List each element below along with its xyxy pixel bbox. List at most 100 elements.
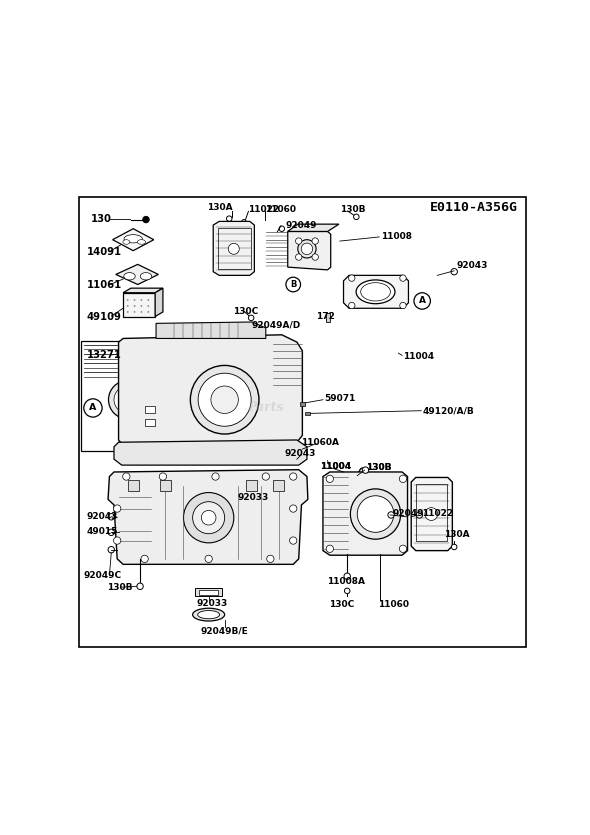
Circle shape <box>127 305 129 307</box>
Circle shape <box>326 475 333 483</box>
Circle shape <box>227 216 232 221</box>
Circle shape <box>123 473 130 480</box>
Circle shape <box>399 545 407 553</box>
Circle shape <box>192 502 225 534</box>
Bar <box>145 419 155 426</box>
Text: 130B: 130B <box>366 463 392 472</box>
Circle shape <box>137 583 143 590</box>
Circle shape <box>425 508 438 520</box>
Circle shape <box>241 220 246 224</box>
Circle shape <box>312 238 319 245</box>
Text: 92049B/E: 92049B/E <box>201 626 248 635</box>
Text: 11060: 11060 <box>265 205 296 214</box>
Text: Parts: Parts <box>248 402 284 414</box>
Bar <box>416 483 447 541</box>
Circle shape <box>84 399 102 418</box>
Ellipse shape <box>197 347 220 357</box>
Polygon shape <box>119 335 302 445</box>
Text: A: A <box>89 403 97 412</box>
Circle shape <box>140 299 142 301</box>
Circle shape <box>134 311 136 313</box>
Circle shape <box>159 473 166 480</box>
Ellipse shape <box>192 343 226 361</box>
Ellipse shape <box>133 347 156 357</box>
Polygon shape <box>114 440 307 465</box>
Circle shape <box>140 311 142 313</box>
Text: 11004: 11004 <box>320 462 351 471</box>
Circle shape <box>296 238 302 245</box>
Text: 172: 172 <box>316 312 335 321</box>
Ellipse shape <box>123 240 130 245</box>
Circle shape <box>248 315 254 321</box>
Text: 49015: 49015 <box>87 527 118 536</box>
Circle shape <box>312 254 319 261</box>
Text: 11008: 11008 <box>381 231 412 240</box>
Text: 11004: 11004 <box>320 462 351 471</box>
Ellipse shape <box>235 485 260 498</box>
Text: 130B: 130B <box>107 583 132 592</box>
Polygon shape <box>156 322 266 338</box>
Bar <box>305 412 310 415</box>
Text: 92049C: 92049C <box>84 571 122 579</box>
Text: 49109: 49109 <box>87 311 122 321</box>
Ellipse shape <box>192 608 225 621</box>
Circle shape <box>205 555 212 563</box>
Circle shape <box>148 305 149 307</box>
Circle shape <box>198 373 251 426</box>
Ellipse shape <box>124 272 135 280</box>
Text: 92043: 92043 <box>285 449 316 458</box>
Bar <box>300 402 304 406</box>
Circle shape <box>183 493 234 543</box>
Circle shape <box>326 545 333 553</box>
Ellipse shape <box>138 349 152 355</box>
Circle shape <box>148 299 149 301</box>
Circle shape <box>286 277 300 291</box>
Bar <box>199 590 218 595</box>
Circle shape <box>388 512 394 519</box>
Circle shape <box>359 468 366 474</box>
Bar <box>218 228 251 270</box>
Text: 92033: 92033 <box>196 600 228 608</box>
Text: 13271: 13271 <box>87 351 122 361</box>
Circle shape <box>399 475 407 483</box>
Circle shape <box>267 555 274 563</box>
Text: 92049A/D: 92049A/D <box>251 321 300 329</box>
Text: 59071: 59071 <box>324 394 356 403</box>
Circle shape <box>114 386 142 413</box>
Circle shape <box>134 299 136 301</box>
Polygon shape <box>323 472 408 555</box>
Polygon shape <box>343 276 408 308</box>
Circle shape <box>141 555 148 563</box>
Text: 92033: 92033 <box>237 493 268 502</box>
Ellipse shape <box>301 243 313 255</box>
Circle shape <box>416 512 422 519</box>
Circle shape <box>113 537 121 544</box>
Polygon shape <box>411 478 453 550</box>
Text: 130B: 130B <box>340 205 365 215</box>
Polygon shape <box>116 265 158 285</box>
Circle shape <box>127 311 129 313</box>
Ellipse shape <box>140 272 152 280</box>
Bar <box>81 341 213 452</box>
Text: 49120/A/B: 49120/A/B <box>422 406 474 415</box>
Text: 130: 130 <box>91 214 112 224</box>
Circle shape <box>357 496 394 533</box>
Circle shape <box>451 269 457 275</box>
Circle shape <box>211 386 238 413</box>
Ellipse shape <box>124 235 142 243</box>
Polygon shape <box>113 229 154 250</box>
Circle shape <box>191 366 259 434</box>
Text: 130A: 130A <box>444 529 470 539</box>
Circle shape <box>228 243 240 255</box>
Text: 130A: 130A <box>207 203 233 212</box>
Text: 92049: 92049 <box>286 220 317 230</box>
Polygon shape <box>288 224 339 231</box>
Circle shape <box>140 305 142 307</box>
Circle shape <box>362 467 369 473</box>
Bar <box>245 480 257 491</box>
Circle shape <box>349 302 355 309</box>
Text: 11061: 11061 <box>87 281 122 291</box>
Circle shape <box>414 293 431 309</box>
Circle shape <box>262 473 270 480</box>
Circle shape <box>349 275 355 281</box>
